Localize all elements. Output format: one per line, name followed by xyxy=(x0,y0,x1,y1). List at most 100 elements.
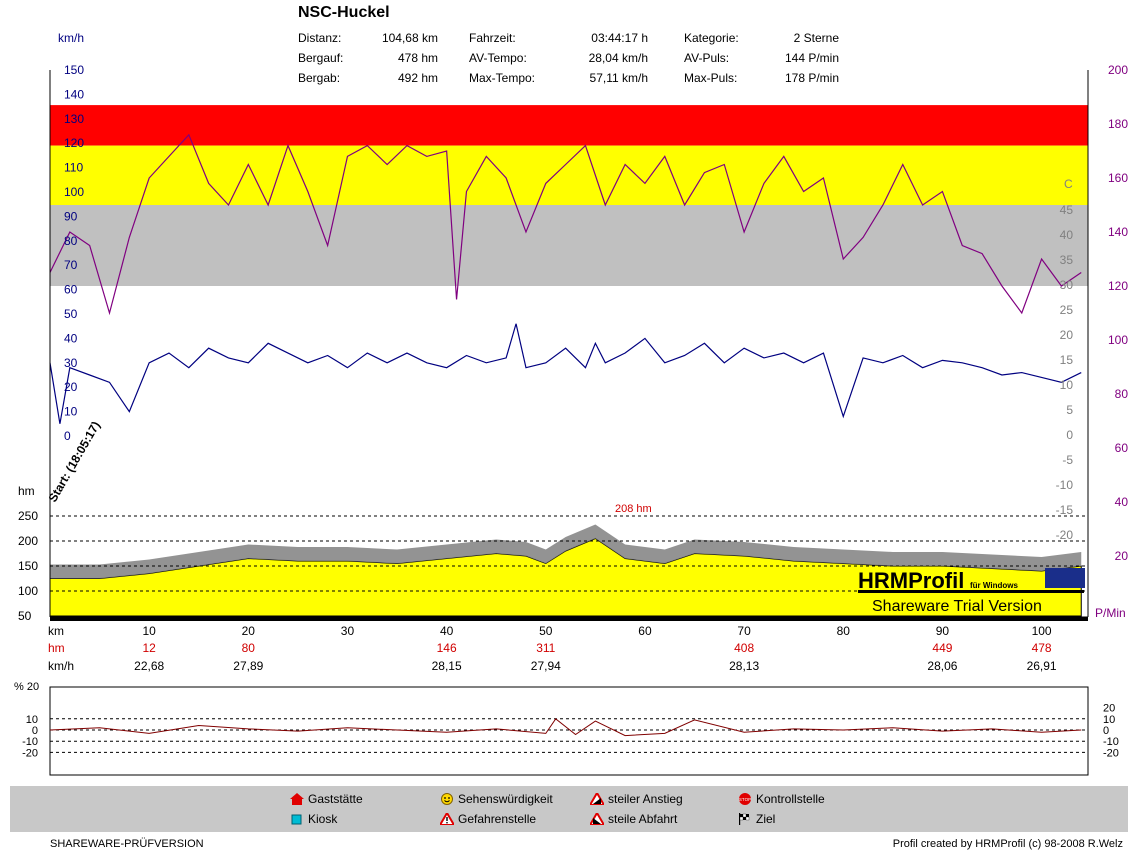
altitude-tick-label: 100 xyxy=(18,584,38,598)
altitude-axis-unit: hm xyxy=(18,484,35,498)
segment-kmh: 27,89 xyxy=(233,659,263,673)
grade-tick-label: -20 xyxy=(22,747,38,759)
altitude-tick-label: 250 xyxy=(18,509,38,523)
segment-hm: 311 xyxy=(536,641,555,655)
grade-tick-label-right: 10 xyxy=(1103,714,1115,726)
pulse-tick-label: 60 xyxy=(1115,441,1129,455)
speed-tick-label: 120 xyxy=(64,136,84,150)
segment-kmh: 22,68 xyxy=(134,659,164,673)
altitude-tick-label: 50 xyxy=(18,609,32,623)
flag-icon xyxy=(738,813,752,825)
warning-icon xyxy=(438,811,456,826)
km-tick-label: 30 xyxy=(341,624,355,638)
segment-hm: 408 xyxy=(734,641,754,655)
speed-tick-label: 50 xyxy=(64,307,78,321)
segment-kmh: 28,13 xyxy=(729,659,759,673)
speed-tick-label: 30 xyxy=(64,356,78,370)
footer-left: SHAREWARE-PRÜFVERSION xyxy=(50,838,204,850)
grade-line xyxy=(49,718,1082,737)
temperature-tick-label: 25 xyxy=(1060,303,1074,317)
legend-item: Kiosk xyxy=(290,812,337,826)
stat-label: Kategorie: xyxy=(684,31,739,45)
altitude-tick-label: 200 xyxy=(18,534,38,548)
segment-kmh: 26,91 xyxy=(1027,659,1057,673)
stat-label: Bergab: xyxy=(298,71,341,85)
grade-tick-label-right: 20 xyxy=(1103,703,1115,715)
speed-tick-label: 140 xyxy=(64,87,84,101)
pulse-zone xyxy=(50,205,1088,286)
segment-hm: 449 xyxy=(932,641,952,655)
stat-value: 57,11 km/h xyxy=(589,71,648,85)
stat-label: Distanz: xyxy=(298,31,342,45)
climb-icon xyxy=(588,791,606,806)
km-tick-label: 60 xyxy=(638,624,652,638)
legend-item: Gaststätte xyxy=(290,792,363,806)
pulse-zone xyxy=(50,145,1088,205)
watermark-title: HRMProfil xyxy=(858,568,964,593)
pulse-tick-label: 160 xyxy=(1108,171,1128,185)
grade-tick-label: -10 xyxy=(22,736,38,748)
smiley-icon xyxy=(440,793,454,805)
grade-panel xyxy=(49,686,1089,776)
grade-tick-label-right: -10 xyxy=(1103,736,1119,748)
legend-item: Ziel xyxy=(738,812,775,826)
page-title: NSC-Huckel xyxy=(298,4,390,21)
km-row-label: km xyxy=(48,624,64,638)
speed-tick-label: 10 xyxy=(64,405,78,419)
stat-value: 178 P/min xyxy=(784,71,839,85)
temperature-tick-label: 40 xyxy=(1060,228,1074,242)
stat-value: 03:44:17 h xyxy=(591,31,648,45)
speed-line xyxy=(49,323,1082,424)
temperature-tick-label: -10 xyxy=(1056,478,1074,492)
temperature-tick-label: 10 xyxy=(1060,378,1074,392)
segment-hm: 478 xyxy=(1032,641,1052,655)
temperature-tick-label: 20 xyxy=(1060,328,1074,342)
km-tick-label: 80 xyxy=(837,624,851,638)
altitude-marker: 208 hm xyxy=(615,503,652,515)
altitude-relief xyxy=(50,524,1082,579)
legend-item: steiler Anstieg xyxy=(588,791,683,806)
segment-kmh: 27,94 xyxy=(531,659,561,673)
pulse-tick-label: 20 xyxy=(1115,549,1129,563)
km-tick-label: 40 xyxy=(440,624,454,638)
stat-value: 492 hm xyxy=(397,71,438,85)
temperature-tick-label: 30 xyxy=(1060,278,1074,292)
temperature-tick-label: 15 xyxy=(1060,353,1074,367)
grade-tick-label: 0 xyxy=(32,725,38,737)
legend-item: steile Abfahrt xyxy=(588,811,677,826)
distance-bar xyxy=(50,617,1088,621)
speed-tick-label: 150 xyxy=(64,63,84,77)
hm-row-label: hm xyxy=(48,641,65,655)
house-icon xyxy=(290,793,304,805)
legend-item: Gefahrenstelle xyxy=(438,811,536,826)
stat-value: 478 hm xyxy=(397,51,438,65)
pulse-tick-label: 120 xyxy=(1108,279,1128,293)
segment-kmh: 28,06 xyxy=(927,659,957,673)
stat-label: Max-Puls: xyxy=(684,71,738,85)
pulse-axis-unit: P/Min xyxy=(1095,606,1126,620)
stat-label: AV-Puls: xyxy=(684,51,730,65)
stop-icon: STOP xyxy=(738,793,752,805)
pulse-tick-label: 40 xyxy=(1115,495,1129,509)
pulse-zone xyxy=(50,105,1088,146)
speed-tick-label: 90 xyxy=(64,209,78,223)
stat-label: Fahrzeit: xyxy=(469,31,516,45)
pulse-line xyxy=(49,133,1082,316)
km-tick-label: 50 xyxy=(539,624,553,638)
km-tick-label: 70 xyxy=(737,624,751,638)
stat-label: Max-Tempo: xyxy=(469,71,536,85)
stat-value: 2 Sterne xyxy=(793,31,839,45)
legend-item: Sehenswürdigkeit xyxy=(440,792,553,806)
grade-tick-label-right: -20 xyxy=(1103,747,1119,759)
watermark: HRMProfil für Windows Shareware Trial Ve… xyxy=(858,568,1085,615)
grade-axis-unit: % 20 xyxy=(14,681,39,693)
pulse-tick-label: 100 xyxy=(1108,333,1128,347)
cup-icon xyxy=(290,813,304,825)
watermark-underline xyxy=(858,590,1084,593)
pulse-tick-label: 180 xyxy=(1108,117,1128,131)
watermark-trial: Shareware Trial Version xyxy=(872,598,1042,615)
temperature-tick-label: 5 xyxy=(1066,403,1073,417)
legend-item: STOP Kontrollstelle xyxy=(738,792,825,806)
stat-value: 104,68 km xyxy=(381,31,438,45)
speed-tick-label: 60 xyxy=(64,283,78,297)
